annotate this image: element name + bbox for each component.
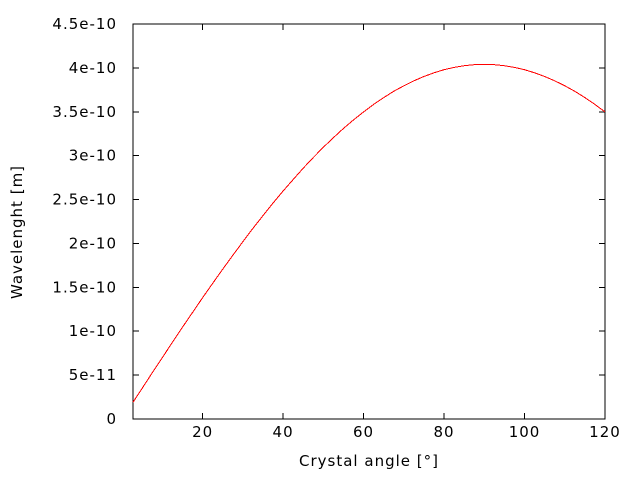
y-tick-label: 3.5e-10 — [52, 103, 117, 121]
y-tick-label: 2.5e-10 — [52, 191, 117, 209]
x-axis-title: Crystal angle [°] — [299, 452, 439, 470]
y-tick-label: 3e-10 — [69, 147, 117, 165]
plot-border — [132, 23, 606, 420]
y-tick-label: 1e-10 — [69, 322, 117, 340]
x-tick-label: 80 — [433, 423, 454, 441]
x-tick-label: 100 — [509, 423, 541, 441]
y-tick-label: 2e-10 — [69, 234, 117, 252]
x-tick-label: 20 — [192, 423, 213, 441]
x-tick-label: 60 — [353, 423, 374, 441]
x-tick-label: 120 — [589, 423, 621, 441]
y-tick-label: 4e-10 — [69, 59, 117, 77]
y-tick-label: 0 — [106, 410, 117, 428]
x-tick-label: 40 — [273, 423, 294, 441]
y-tick-label: 1.5e-10 — [52, 278, 117, 296]
data-curve — [132, 63, 606, 403]
y-tick-label: 5e-11 — [69, 366, 117, 384]
y-axis-title: Wavelenght [m] — [8, 164, 26, 300]
y-tick-label: 4.5e-10 — [52, 15, 117, 33]
